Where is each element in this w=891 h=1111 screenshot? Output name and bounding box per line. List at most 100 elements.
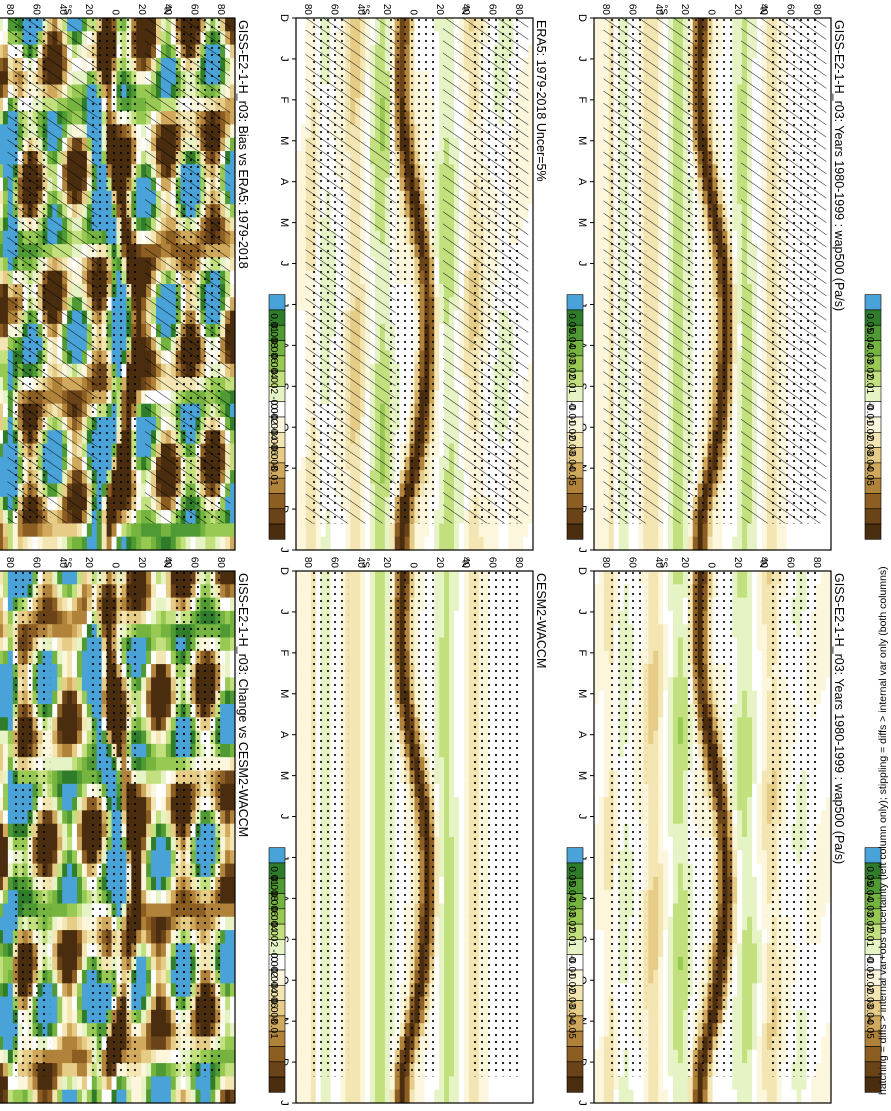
heatmap-cell (647, 610, 654, 625)
heatmap-cell (603, 584, 609, 599)
heatmap-cell (677, 597, 683, 612)
heatmap-cell (736, 536, 743, 551)
heatmap-cell (608, 523, 614, 538)
heatmap-cell (761, 536, 767, 551)
heatmap-cell (741, 571, 748, 585)
heatmap-cell (820, 970, 827, 984)
heatmap-cell (810, 523, 817, 538)
heatmap-cell (820, 650, 827, 665)
colorbar-label: -0.05 (864, 463, 875, 486)
heatmap-cell (825, 584, 831, 599)
heatmap-cell (751, 717, 757, 732)
heatmap-cell (652, 1076, 659, 1091)
heatmap-cell (647, 677, 654, 692)
heatmap-cell (756, 523, 762, 538)
heatmap-cell (746, 823, 752, 838)
heatmap-cell (825, 890, 831, 905)
heatmap-cell (603, 850, 609, 865)
heatmap-cell (677, 584, 683, 599)
heatmap-cell (820, 536, 827, 551)
heatmap-cell (736, 730, 743, 745)
heatmap-cell (785, 536, 792, 551)
heatmap-cell (771, 536, 777, 551)
heatmap-cell (662, 970, 669, 984)
heatmap-cell (667, 523, 673, 538)
heatmap-cell (756, 624, 762, 639)
panel-p1: 0.050.040.030.020.010-0.01-0.02-0.03-0.0… (576, 4, 882, 553)
heatmap-cell (716, 1089, 723, 1104)
heatmap-cell (598, 31, 604, 46)
heatmap-cell (662, 650, 669, 665)
heatmap-cell (736, 743, 743, 758)
heatmap-cell (603, 536, 609, 551)
heatmap-cell (598, 943, 604, 958)
heatmap-cell (746, 916, 752, 931)
heatmap-cell (598, 337, 604, 352)
heatmap-cell (825, 704, 831, 718)
heatmap-cell (741, 1049, 748, 1064)
heatmap-cell (603, 863, 609, 878)
month-label: J (576, 261, 588, 267)
heatmap-cell (761, 717, 767, 732)
lat-label: 60 (785, 4, 796, 16)
heatmap-cell (785, 1076, 792, 1091)
heatmap-cell (741, 637, 748, 652)
heatmap-cell (761, 916, 767, 931)
heatmap-cell (603, 610, 609, 625)
heatmap-cell (662, 624, 669, 639)
heatmap-cell (790, 1076, 797, 1091)
heatmap-cell (746, 677, 752, 692)
heatmap-cell (741, 783, 748, 798)
heatmap-cell (662, 1009, 669, 1024)
heatmap-cell (603, 743, 609, 758)
heatmap-cell (603, 650, 609, 665)
heatmap-cell (677, 943, 683, 958)
heatmap-cell (672, 610, 678, 625)
heatmap-cell (598, 970, 604, 984)
heatmap-cell (672, 970, 678, 984)
heatmap-cell (652, 876, 659, 891)
heatmap-cell (603, 890, 609, 905)
heatmap-cell (632, 1076, 639, 1091)
heatmap-cell (751, 930, 757, 945)
heatmap-cell (527, 31, 533, 46)
heatmap-cell (667, 1063, 673, 1078)
heatmap-cell (300, 44, 306, 59)
heatmap-cell (805, 523, 812, 538)
heatmap-cell (726, 536, 733, 551)
heatmap-cell (667, 690, 673, 705)
heatmap-cell (677, 536, 683, 551)
heatmap-cell (603, 664, 609, 678)
heatmap-cell (790, 536, 797, 551)
heatmap-cell (662, 1063, 669, 1078)
heatmap-cell (672, 916, 678, 931)
heatmap-cell (795, 523, 802, 538)
heatmap-cell (598, 284, 604, 298)
heatmap-cell (800, 536, 807, 551)
heatmap-cell (647, 743, 654, 758)
heatmap-cell (672, 571, 678, 585)
heatmap-cell (677, 1049, 683, 1064)
heatmap-cell (736, 757, 743, 772)
heatmap-cell (598, 323, 604, 338)
heatmap-cell (825, 350, 831, 365)
heatmap-cell (761, 983, 767, 998)
heatmap-cell (608, 1089, 614, 1104)
heatmap-cell (677, 757, 683, 772)
heatmap-cell (677, 890, 683, 905)
heatmap-cell (820, 943, 827, 958)
heatmap-cell (820, 690, 827, 705)
heatmap-cell (300, 217, 306, 232)
heatmap-cell (647, 783, 654, 798)
heatmap-cell (672, 704, 678, 718)
heatmap-cell (756, 996, 762, 1011)
heatmap-cell (647, 1076, 654, 1091)
heatmap-cell (756, 1036, 762, 1051)
heatmap-cell (756, 664, 762, 678)
heatmap-cell (820, 1089, 827, 1104)
heatmap-cell (677, 637, 683, 652)
heatmap-cell (647, 571, 654, 585)
heatmap-cell (647, 930, 654, 945)
heatmap-cell (667, 717, 673, 732)
heatmap-cell (657, 770, 664, 785)
